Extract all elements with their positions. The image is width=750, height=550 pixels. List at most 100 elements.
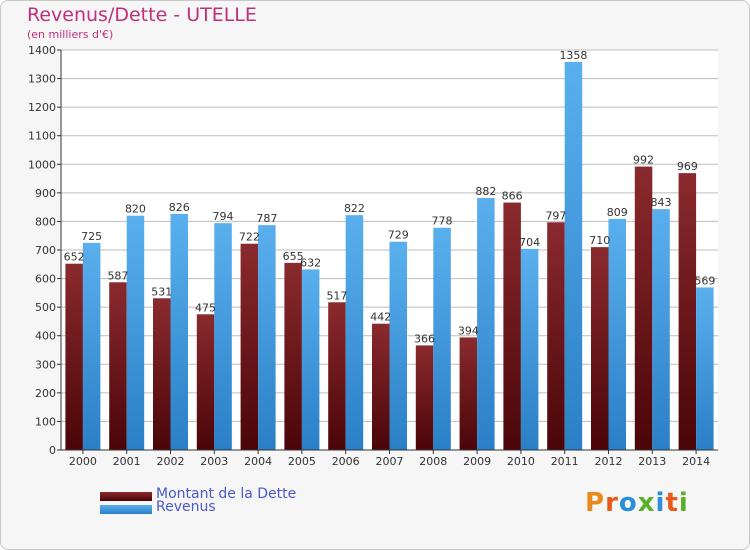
- bar-revenus: [214, 223, 232, 450]
- bar-revenus: [520, 248, 539, 450]
- bar-debt: [240, 243, 259, 450]
- x-tick-label: 2005: [288, 455, 316, 468]
- bar-revenus: [82, 242, 101, 450]
- y-tick-label: 1200: [28, 101, 56, 114]
- chart-title: Revenus/Dette - UTELLE: [27, 4, 257, 26]
- value-label-revenus: 569: [694, 274, 715, 287]
- y-tick-label: 1300: [28, 73, 56, 86]
- bar-debt: [634, 166, 653, 451]
- value-label-revenus: 882: [475, 185, 496, 198]
- bars: [65, 62, 714, 451]
- y-tick-label: 1400: [28, 44, 56, 57]
- x-tick-label: 2012: [595, 455, 623, 468]
- y-tick-label: 100: [35, 415, 56, 428]
- x-tick-label: 2008: [419, 455, 447, 468]
- value-label-debt: 969: [677, 160, 698, 173]
- bar-revenus: [564, 62, 583, 450]
- axes: 0 100 200 300 400 500 600 700 800 900 1000 1100 1200…: [28, 44, 718, 468]
- value-label-debt: 866: [502, 190, 523, 203]
- x-tick-label: 2006: [332, 455, 360, 468]
- legend-label-debt: Montant de la Dette: [156, 486, 297, 502]
- y-tick-label: 700: [35, 244, 56, 257]
- bar-revenus: [696, 287, 714, 450]
- bar-debt: [503, 202, 521, 450]
- value-label-debt: 517: [326, 289, 347, 302]
- value-label-debt: 366: [414, 332, 435, 345]
- y-tick-label: 600: [35, 273, 56, 286]
- bar-revenus: [126, 215, 145, 450]
- x-tick-label: 2000: [69, 455, 97, 468]
- value-label-revenus: 809: [607, 206, 628, 219]
- bar-revenus: [345, 215, 364, 450]
- value-label-revenus: 822: [344, 202, 365, 215]
- bar-debt: [591, 247, 609, 450]
- x-tick-label: 2013: [638, 455, 666, 468]
- bar-debt: [109, 282, 127, 450]
- x-tick-label: 2010: [507, 455, 535, 468]
- bar-revenus: [389, 241, 407, 450]
- legend-label-revenus: Revenus: [156, 499, 216, 515]
- x-tick-label: 2014: [682, 455, 710, 468]
- bar-debt: [153, 298, 171, 450]
- bar-debt: [547, 222, 565, 450]
- value-label-debt: 710: [589, 234, 610, 247]
- x-tick-label: 2002: [157, 455, 185, 468]
- value-label-debt: 652: [64, 251, 85, 264]
- value-label-debt: 992: [633, 154, 654, 167]
- bar-revenus: [170, 214, 188, 450]
- bar-revenus: [652, 209, 670, 450]
- value-label-debt: 797: [545, 209, 566, 222]
- y-tick-label: 1000: [28, 158, 56, 171]
- value-label-revenus: 794: [213, 210, 234, 223]
- y-tick-label: 300: [35, 358, 56, 371]
- value-label-debt: 394: [458, 324, 479, 337]
- bar-debt: [196, 314, 215, 450]
- x-tick-label: 2003: [200, 455, 228, 468]
- value-label-revenus: 843: [651, 196, 672, 209]
- value-label-revenus: 725: [81, 230, 102, 243]
- value-label-debt: 722: [239, 231, 260, 244]
- bar-revenus: [608, 218, 626, 450]
- y-tick-label: 200: [35, 387, 56, 400]
- bar-revenus: [301, 269, 320, 450]
- value-label-revenus: 826: [169, 201, 190, 214]
- y-tick-label: 900: [35, 187, 56, 200]
- bar-debt: [678, 173, 697, 450]
- legend-swatch-revenus: [100, 505, 152, 514]
- value-label-revenus: 778: [432, 215, 453, 228]
- bar-debt: [328, 302, 346, 450]
- value-label-revenus: 1358: [559, 49, 587, 62]
- y-tick-label: 400: [35, 330, 56, 343]
- y-tick-label: 0: [49, 444, 56, 457]
- value-label-debt: 531: [151, 285, 172, 298]
- value-label-revenus: 820: [125, 203, 146, 216]
- x-tick-label: 2011: [551, 455, 579, 468]
- bar-debt: [65, 263, 83, 450]
- x-tick-label: 2004: [244, 455, 272, 468]
- bar-debt: [372, 323, 390, 450]
- x-tick-label: 2009: [463, 455, 491, 468]
- x-tick-label: 2007: [376, 455, 404, 468]
- y-tick-label: 1100: [28, 130, 56, 143]
- value-label-debt: 587: [107, 269, 128, 282]
- chart-subtitle: (en milliers d'€): [27, 28, 114, 41]
- value-label-debt: 475: [195, 301, 216, 314]
- bar-debt: [284, 262, 302, 450]
- legend-swatch-debt: [100, 492, 152, 501]
- value-label-debt: 442: [370, 311, 391, 324]
- proxiti-logo: Proxiti: [585, 488, 689, 518]
- bar-debt: [415, 345, 434, 450]
- bar-revenus: [258, 225, 276, 450]
- bar-debt: [459, 337, 478, 450]
- value-label-revenus: 632: [300, 256, 321, 269]
- value-label-revenus: 787: [256, 212, 277, 225]
- value-label-debt: 655: [283, 250, 304, 263]
- value-label-revenus: 729: [388, 229, 409, 242]
- bar-revenus: [433, 227, 451, 450]
- y-tick-label: 800: [35, 215, 56, 228]
- x-tick-label: 2001: [113, 455, 141, 468]
- y-tick-label: 500: [35, 301, 56, 314]
- bar-revenus: [477, 198, 495, 450]
